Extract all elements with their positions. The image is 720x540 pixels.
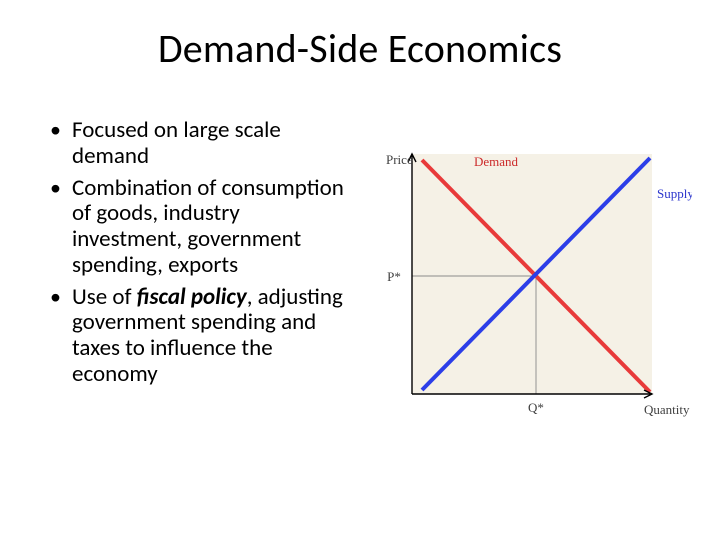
slide-title: Demand-Side Economics <box>0 24 720 73</box>
supply-demand-chart: Price Quantity P* Q* Demand Supply <box>372 142 692 450</box>
slide: Demand-Side Economics Focused on large s… <box>0 0 720 540</box>
x-axis-label: Quantity <box>644 402 690 417</box>
bullet-item: Combination of consumption of goods, ind… <box>42 176 352 279</box>
bullet-text: Combination of consumption of goods, ind… <box>72 174 344 279</box>
p-star-label: P* <box>387 269 401 284</box>
q-star-label: Q* <box>528 400 544 415</box>
bullet-text-emphasis: fiscal policy <box>137 283 247 311</box>
demand-label: Demand <box>474 154 519 169</box>
supply-label: Supply <box>657 186 692 201</box>
bullet-item: Use of fiscal policy, adjusting governme… <box>42 285 352 388</box>
bullet-item: Focused on large scale demand <box>42 118 352 170</box>
y-axis-label: Price <box>386 152 413 167</box>
bullet-text: Focused on large scale demand <box>72 116 281 170</box>
bullet-text-prefix: Use of <box>72 283 137 311</box>
bullet-list: Focused on large scale demand Combinatio… <box>42 118 352 394</box>
